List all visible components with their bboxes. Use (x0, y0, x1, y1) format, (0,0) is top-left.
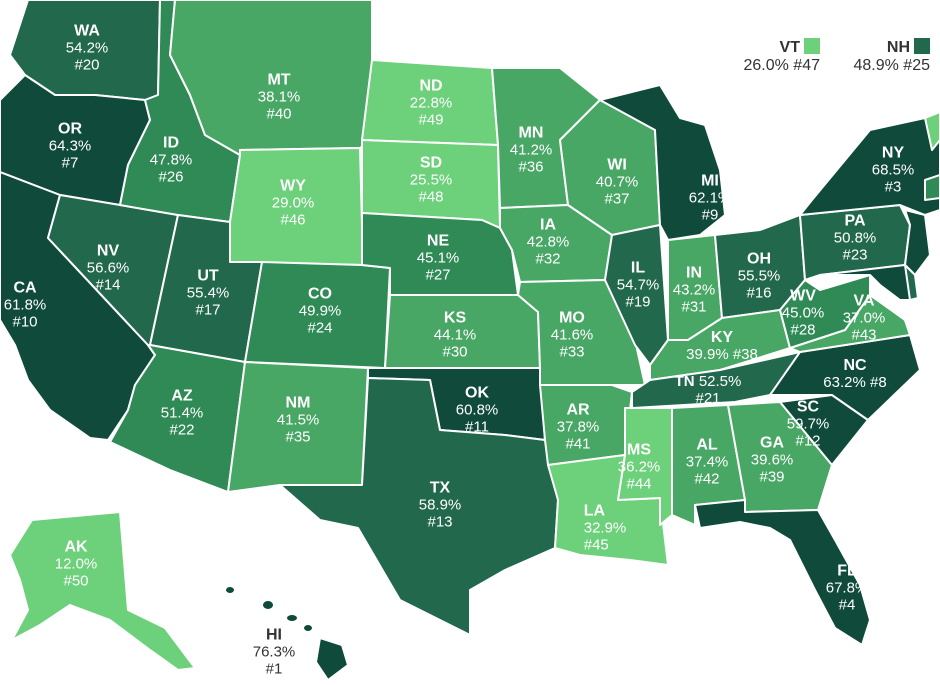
label-fl: FL 67.8% #4 (825, 562, 869, 614)
state-de (904, 264, 919, 301)
label-il: IL 54.7% #19 (616, 259, 660, 311)
label-ut: UT 55.4% #17 (186, 267, 230, 319)
label-tx: TX 58.9% #13 (418, 479, 462, 531)
legend-vt: VT 26.0% #47 (743, 38, 820, 74)
label-sd: SD 25.5% #48 (409, 154, 453, 206)
label-mn: MN 41.2% #36 (509, 124, 553, 176)
label-wy: WY 29.0% #46 (271, 177, 315, 229)
state-wv[interactable] (779, 274, 871, 349)
label-ok: OK 60.8% #11 (455, 384, 499, 436)
label-wa: WA 54.2% #20 (65, 22, 109, 74)
label-oh: OH 55.5% #16 (737, 250, 781, 302)
state-mi[interactable] (599, 84, 726, 241)
label-hi: HI 76.3% #1 (252, 626, 296, 678)
state-nj (904, 209, 931, 276)
label-or: OR 64.3% #7 (48, 120, 92, 172)
label-ar: AR 37.8% #41 (556, 401, 600, 453)
state-ak[interactable] (9, 511, 196, 671)
label-pa: PA 50.8% #23 (833, 212, 877, 264)
label-ne: NE 45.1% #27 (416, 232, 460, 284)
label-wi: WI 40.7% #37 (595, 156, 639, 208)
state-ct (924, 174, 940, 201)
legend-nh-swatch (914, 38, 930, 54)
label-ky: KY 39.9% #38 (686, 329, 758, 363)
label-ms: MS 36.2% #44 (617, 441, 661, 493)
label-co: CO 49.9% #24 (298, 285, 342, 337)
label-ga: GA 39.6% #39 (750, 434, 794, 486)
label-va: VA 37.0% #43 (842, 292, 886, 344)
label-nv: NV 56.6% #14 (86, 242, 130, 294)
state-tx[interactable] (279, 377, 559, 636)
state-fl[interactable] (694, 499, 871, 646)
label-mi: MI 62.1% #9 (688, 172, 732, 224)
label-mo: MO 41.6% #33 (550, 309, 594, 361)
label-al: AL 37.4% #42 (685, 436, 729, 488)
label-ny: NY 68.5% #3 (871, 144, 915, 196)
label-ia: IA 42.8% #32 (526, 216, 570, 268)
label-nc: NC 63.2% #8 (823, 357, 887, 391)
label-wv: WV 45.0% #28 (781, 287, 825, 339)
label-az: AZ 51.4% #22 (160, 387, 204, 439)
label-nm: NM 41.5% #35 (276, 394, 320, 446)
legend-vt-swatch (804, 38, 820, 54)
label-ca: CA 61.8% #10 (3, 279, 47, 331)
label-id: ID 47.8% #26 (149, 134, 193, 186)
label-ak: AK 12.0% #50 (54, 538, 98, 590)
label-in: IN 43.2% #31 (672, 264, 716, 316)
label-tn: TN 52.5% #21 (674, 373, 742, 407)
label-sc: SC 59.7% #12 (786, 398, 830, 450)
label-nd: ND 22.8% #49 (409, 77, 453, 129)
state-ny[interactable] (799, 117, 940, 216)
state-vt (924, 111, 940, 151)
label-mt: MT 38.1% #40 (257, 71, 301, 123)
label-ks: KS 44.1% #30 (433, 309, 477, 361)
label-la: LA 32.9% #45 (583, 502, 627, 554)
legend-nh: NH 48.9% #25 (853, 38, 930, 74)
state-hi[interactable] (224, 585, 349, 681)
